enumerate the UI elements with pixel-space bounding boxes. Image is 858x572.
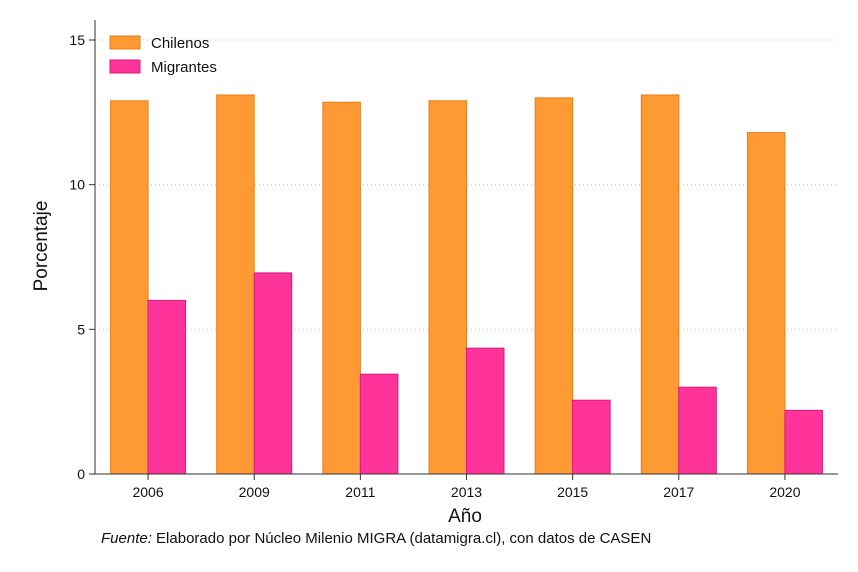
x-tick-label: 2015 <box>557 484 588 500</box>
bar-migrantes-2020 <box>784 409 823 475</box>
y-axis-title: Porcentaje <box>31 201 52 292</box>
bar-migrantes-2011 <box>359 373 399 475</box>
bar-chilenos-2017 <box>640 94 680 475</box>
source-note-lead: Fuente: <box>101 530 152 547</box>
source-note: Fuente: Elaborado por Núcleo Milenio MIG… <box>101 530 651 547</box>
x-tick-label: 2011 <box>345 484 375 500</box>
bar-migrantes-2015 <box>572 399 611 475</box>
legend-swatch-chilenos <box>109 35 141 50</box>
x-tick-label: 2020 <box>769 484 800 500</box>
bar-chilenos-2015 <box>534 97 574 475</box>
x-tick-label: 2013 <box>451 484 482 500</box>
bar-migrantes-2017 <box>678 386 717 475</box>
x-tick-label: 2017 <box>663 484 694 500</box>
x-tick-label: 2006 <box>132 484 163 500</box>
bar-chilenos-2020 <box>746 132 786 475</box>
x-axis-title: Año <box>448 506 482 527</box>
bar-migrantes-2006 <box>147 299 187 475</box>
y-tick-label: 5 <box>77 321 85 337</box>
bars <box>110 94 823 475</box>
bar-migrantes-2009 <box>253 272 293 475</box>
y-tick-labels: 0 5 10 15 <box>69 32 95 482</box>
y-tick-label: 10 <box>69 177 85 193</box>
bar-chilenos-2009 <box>216 94 255 475</box>
bar-chilenos-2013 <box>428 100 467 475</box>
y-tick-label: 15 <box>69 32 85 48</box>
x-tick-label: 2009 <box>239 484 270 500</box>
bar-chilenos-2011 <box>322 101 361 475</box>
legend-label-migrantes: Migrantes <box>151 59 217 76</box>
legend-label-chilenos: Chilenos <box>151 35 209 52</box>
legend-swatch-migrantes <box>109 59 141 74</box>
source-note-text: Elaborado por Núcleo Milenio MIGRA (data… <box>156 530 652 547</box>
bar-chilenos-2006 <box>110 100 149 475</box>
legend: Chilenos Migrantes <box>109 35 217 76</box>
x-tick-labels: 2006 2009 2011 2013 2015 2017 2020 <box>132 474 801 500</box>
y-tick-label: 0 <box>77 466 85 482</box>
bar-migrantes-2013 <box>466 347 505 475</box>
